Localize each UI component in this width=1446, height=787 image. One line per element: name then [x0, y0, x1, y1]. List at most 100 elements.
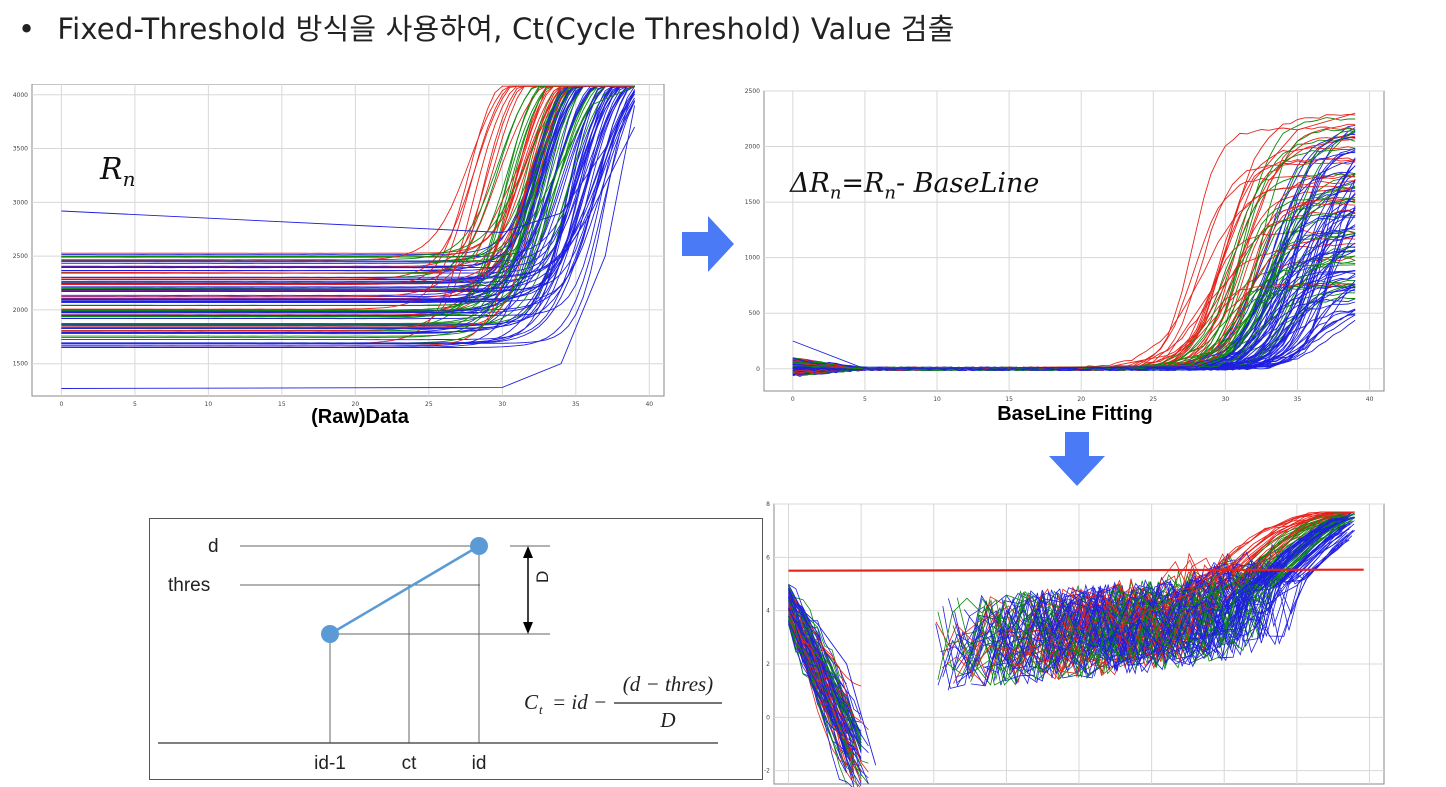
formula-lhs: C [524, 690, 539, 714]
series-line [788, 623, 853, 787]
series-line [998, 535, 1348, 673]
series-line [935, 512, 1343, 670]
series-line [61, 85, 635, 300]
arrow-down-icon [1049, 432, 1105, 486]
raw-data-caption: (Raw)Data [311, 406, 409, 428]
series-line [788, 596, 877, 766]
series-line [61, 85, 635, 317]
series-line [983, 529, 1347, 674]
series-line [61, 126, 636, 300]
series-line [61, 101, 636, 349]
series-line [1151, 511, 1356, 612]
threshold-chart: -2 0 2 4 6 8 [762, 496, 1386, 787]
series-line [954, 523, 1347, 680]
series-line [788, 599, 855, 724]
ct-diagram-svg: d thres D id-1 ct id C t = id − (d − thr… [158, 536, 722, 774]
series-line [61, 89, 636, 233]
x-tick-label: 25 [1149, 396, 1157, 403]
series-line [61, 85, 635, 328]
x-tick-label: 5 [133, 401, 137, 408]
label-d: d [208, 536, 219, 557]
series-line [61, 91, 635, 326]
series-line [977, 516, 1341, 681]
y-tick-label: 4000 [13, 92, 28, 99]
series-line [1060, 511, 1351, 675]
ct-interpolation-diagram: d thres D id-1 ct id C t = id − (d − thr… [149, 518, 763, 780]
y-tick-label: 2000 [745, 144, 760, 151]
y-tick-label: -2 [764, 768, 770, 775]
series-line [1085, 516, 1348, 670]
series-line [788, 584, 869, 747]
ct-formula: C t = id − (d − thres) D [524, 672, 722, 732]
series-line [61, 85, 635, 274]
series-line [1073, 516, 1350, 662]
series-line [61, 105, 636, 389]
series-line [61, 85, 635, 289]
series-line [61, 85, 635, 316]
x-tick-label: 10 [205, 401, 213, 408]
series-line [61, 85, 635, 341]
series-line [1223, 516, 1356, 604]
series-line [61, 85, 635, 314]
baseline-fitting-caption: BaseLine Fitting [997, 403, 1153, 425]
series-line [788, 612, 855, 774]
x-tick-label: 0 [59, 401, 63, 408]
rn-annotation: Rn [100, 152, 136, 191]
series-line [1052, 516, 1344, 663]
series-line [61, 85, 635, 262]
x-tick-label: 35 [1294, 396, 1302, 403]
formula-lhs-sub: t [539, 702, 543, 717]
y-tick-label: 0 [756, 366, 760, 373]
series-line [1180, 514, 1356, 612]
point-id [470, 537, 488, 555]
x-tick-label: 25 [425, 401, 433, 408]
series-line [61, 85, 635, 285]
delta-rn-annotation: ΔRn=Rn- BaseLine [790, 168, 1040, 204]
series-line [788, 620, 855, 764]
formula-eq: = id − [552, 690, 607, 714]
series-line [61, 90, 635, 291]
y-tick-label: 3500 [13, 146, 28, 153]
series-line [61, 85, 635, 298]
label-D: D [533, 571, 552, 583]
plot-area [763, 90, 1385, 392]
series-line [61, 85, 635, 318]
y-tick-label: 1000 [745, 255, 760, 262]
y-tick-label: 0 [766, 714, 770, 721]
series-line [61, 85, 635, 254]
point-id-minus-1 [321, 625, 339, 643]
series-line [1074, 518, 1351, 675]
y-tick-label: 4 [766, 608, 770, 615]
series-line [61, 85, 635, 267]
series-line [947, 530, 1356, 691]
title-text: Fixed-Threshold 방식을 사용하여, Ct(Cycle Thres… [57, 12, 955, 46]
threshold-line [788, 568, 1364, 572]
formula-numerator: (d − thres) [623, 672, 713, 696]
series-line [61, 85, 635, 347]
baseline-fitting-chart: 0 5 10 15 20 25 30 35 40 0 500 1000 1500 2000 2500 [742, 84, 1386, 404]
y-tick-label: 2500 [13, 253, 28, 260]
series-line [61, 85, 635, 303]
x-tick-label: 30 [499, 401, 507, 408]
series-line [948, 514, 1341, 663]
y-tick-label: 500 [749, 310, 761, 317]
y-tick-label: 8 [766, 501, 770, 508]
x-tick-label: 15 [278, 401, 286, 408]
label-ct: ct [402, 753, 418, 774]
y-tick-label: 1500 [13, 361, 28, 368]
series-line [788, 590, 862, 748]
series-line [61, 85, 635, 263]
arrow-right-icon [682, 216, 734, 272]
series-line [61, 85, 635, 261]
x-tick-label: 30 [1222, 396, 1230, 403]
series-line [975, 511, 1354, 665]
series-line [61, 85, 635, 327]
y-tick-label: 3000 [13, 199, 28, 206]
series-line [61, 85, 635, 334]
x-tick-label: 20 [352, 401, 360, 408]
formula-denominator: D [659, 708, 675, 732]
y-tick-label: 2 [766, 661, 770, 668]
x-tick-label: 5 [863, 396, 867, 403]
series-line [61, 85, 635, 339]
y-tick-label: 2000 [13, 307, 28, 314]
